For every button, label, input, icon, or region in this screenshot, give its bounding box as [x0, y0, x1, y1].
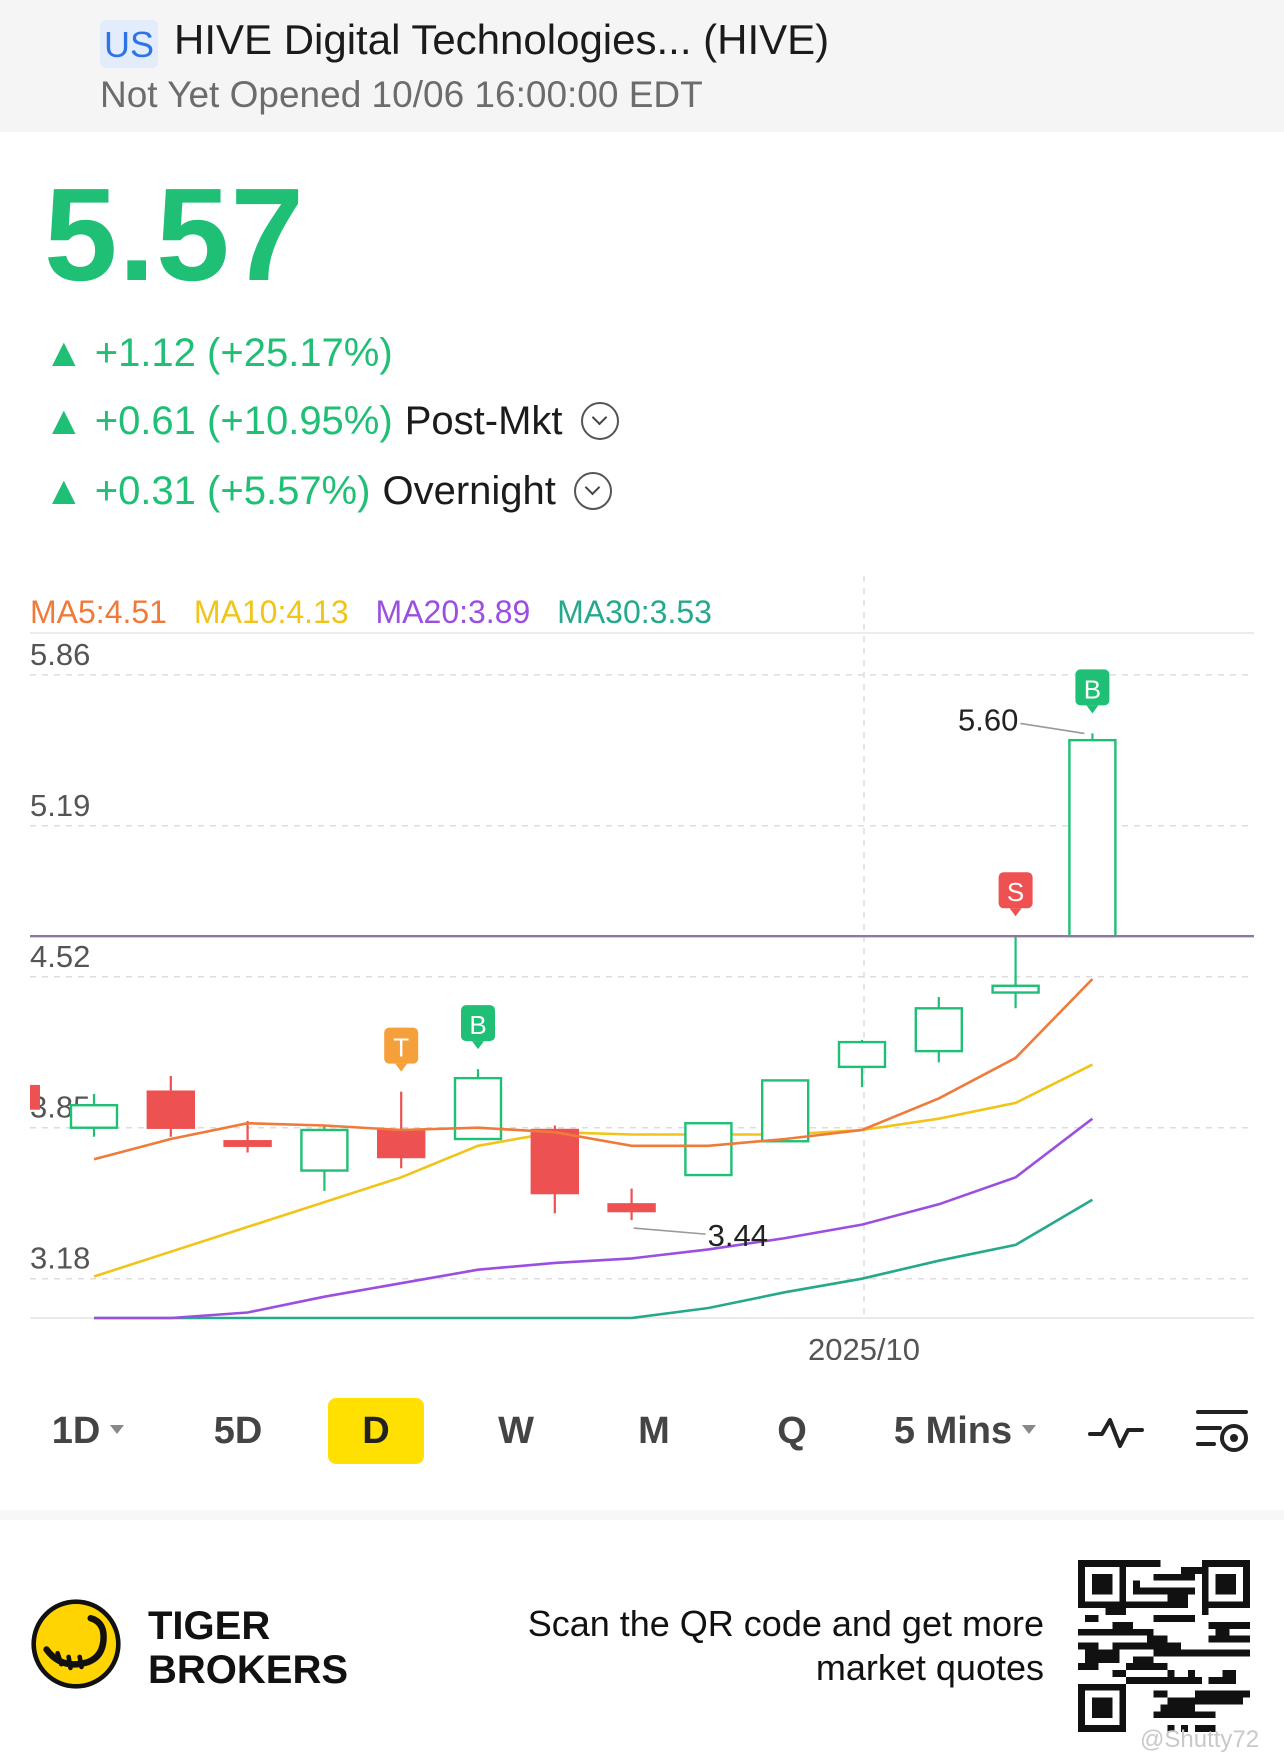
ma5-line: [93, 978, 1094, 1161]
ma5-label: MA5:4.51: [30, 594, 167, 630]
chevron-down-icon[interactable]: [580, 402, 619, 441]
candle-body: [607, 1203, 656, 1213]
candle-body: [1068, 738, 1117, 938]
candle-body: [377, 1128, 426, 1159]
candle-body: [684, 1122, 733, 1177]
trade-marker-label: T: [393, 1033, 409, 1063]
high-annotation: 5.60: [958, 702, 1018, 737]
tab-weekly[interactable]: W: [498, 1410, 534, 1452]
post-market-change: ▲ +0.61 (+10.95%): [44, 399, 393, 443]
low-annotation: 3.44: [708, 1218, 768, 1253]
y-tick-label: 5.86: [30, 637, 90, 672]
overnight-label: Overnight: [382, 469, 556, 513]
high-annotation-line: [1020, 722, 1085, 735]
chevron-down-icon[interactable]: [573, 472, 612, 511]
low-annotation-line: [633, 1227, 706, 1235]
partial-candle: [30, 1084, 40, 1110]
trade-marker: [461, 1005, 495, 1042]
candle-body: [914, 1007, 963, 1053]
x-axis-label: 2025/10: [808, 1332, 920, 1360]
footer-separator: [0, 1510, 1284, 1520]
pulse-line-icon[interactable]: [1088, 1412, 1144, 1452]
ma20-label: MA20:3.89: [375, 594, 531, 630]
day-change: ▲ +1.12 (+25.17%): [44, 331, 393, 375]
brand-line-2: BROKERS: [148, 1648, 349, 1692]
ma10-label: MA10:4.13: [193, 594, 349, 630]
post-market-label: Post-Mkt: [404, 399, 563, 443]
scan-line-2: market quotes: [815, 1647, 1044, 1688]
trade-marker-pointer: [395, 1063, 408, 1072]
candle-body: [300, 1128, 349, 1172]
trade-marker-pointer: [1009, 908, 1022, 917]
candle-body: [761, 1079, 810, 1143]
watermark: @Shutty72: [1140, 1726, 1260, 1753]
overnight-row[interactable]: ▲ +0.31 (+5.57%) Overnight: [44, 466, 612, 516]
brand-line-1: TIGER: [148, 1604, 271, 1648]
post-market-row[interactable]: ▲ +0.61 (+10.95%) Post-Mkt: [44, 396, 619, 446]
chart-settings-icon[interactable]: [1194, 1406, 1252, 1458]
moving-average-legend: MA5:4.51 MA10:4.13 MA20:3.89 MA30:3.53: [30, 594, 730, 631]
tab-1d[interactable]: 1D: [38, 1398, 138, 1464]
qr-code[interactable]: [1078, 1560, 1250, 1732]
overnight-change: ▲ +0.31 (+5.57%): [44, 469, 371, 513]
candle-body: [991, 984, 1040, 994]
scan-line-1: Scan the QR code and get more: [527, 1603, 1044, 1644]
ma10-line: [93, 1063, 1093, 1278]
trade-marker: [998, 872, 1033, 909]
footer: [0, 1520, 1284, 1764]
trade-marker-label: B: [1084, 674, 1101, 704]
period-tabs: 1D 5D D W M Q 5 Mins: [0, 1398, 1284, 1472]
tab-5-mins[interactable]: 5 Mins: [880, 1398, 1050, 1464]
scan-prompt: Scan the QR code and get more market quo…: [528, 1602, 1044, 1690]
candle-body: [530, 1128, 579, 1195]
ma20-line: [94, 1117, 1094, 1320]
trade-marker-label: B: [469, 1010, 486, 1040]
brand-name: TIGER BROKERS: [148, 1604, 348, 1692]
trade-marker-pointer: [1086, 705, 1099, 714]
market-badge: US: [100, 20, 158, 68]
trade-marker-pointer: [472, 1041, 484, 1050]
last-price: 5.57: [44, 161, 305, 308]
tab-quarterly[interactable]: Q: [777, 1410, 807, 1452]
tab-daily[interactable]: D: [328, 1398, 424, 1464]
caret-down-icon: [1022, 1425, 1037, 1435]
candle-body: [223, 1140, 272, 1147]
market-status: Not Yet Opened 10/06 16:00:00 EDT: [100, 74, 703, 115]
candle-body: [69, 1104, 119, 1129]
trade-marker-label: S: [1007, 877, 1024, 907]
tab-monthly[interactable]: M: [638, 1410, 670, 1452]
ma30-label: MA30:3.53: [557, 594, 712, 630]
candle-body: [146, 1090, 196, 1129]
candle-body: [837, 1040, 887, 1069]
trade-marker: [1075, 669, 1110, 706]
y-tick-label: 5.19: [30, 788, 90, 823]
ma30-line: [94, 1198, 1094, 1320]
day-change-row: ▲ +1.12 (+25.17%): [44, 328, 393, 378]
tiger-logo-icon: [31, 1599, 121, 1689]
header: US HIVE Digital Technologies... (HIVE) N…: [0, 0, 1284, 132]
caret-down-icon: [110, 1425, 125, 1435]
y-tick-label: 3.18: [30, 1241, 90, 1276]
stock-title[interactable]: HIVE Digital Technologies... (HIVE): [174, 16, 830, 63]
y-tick-label: 4.52: [30, 939, 90, 974]
tab-5d[interactable]: 5D: [213, 1410, 263, 1452]
trade-marker: [384, 1027, 419, 1064]
